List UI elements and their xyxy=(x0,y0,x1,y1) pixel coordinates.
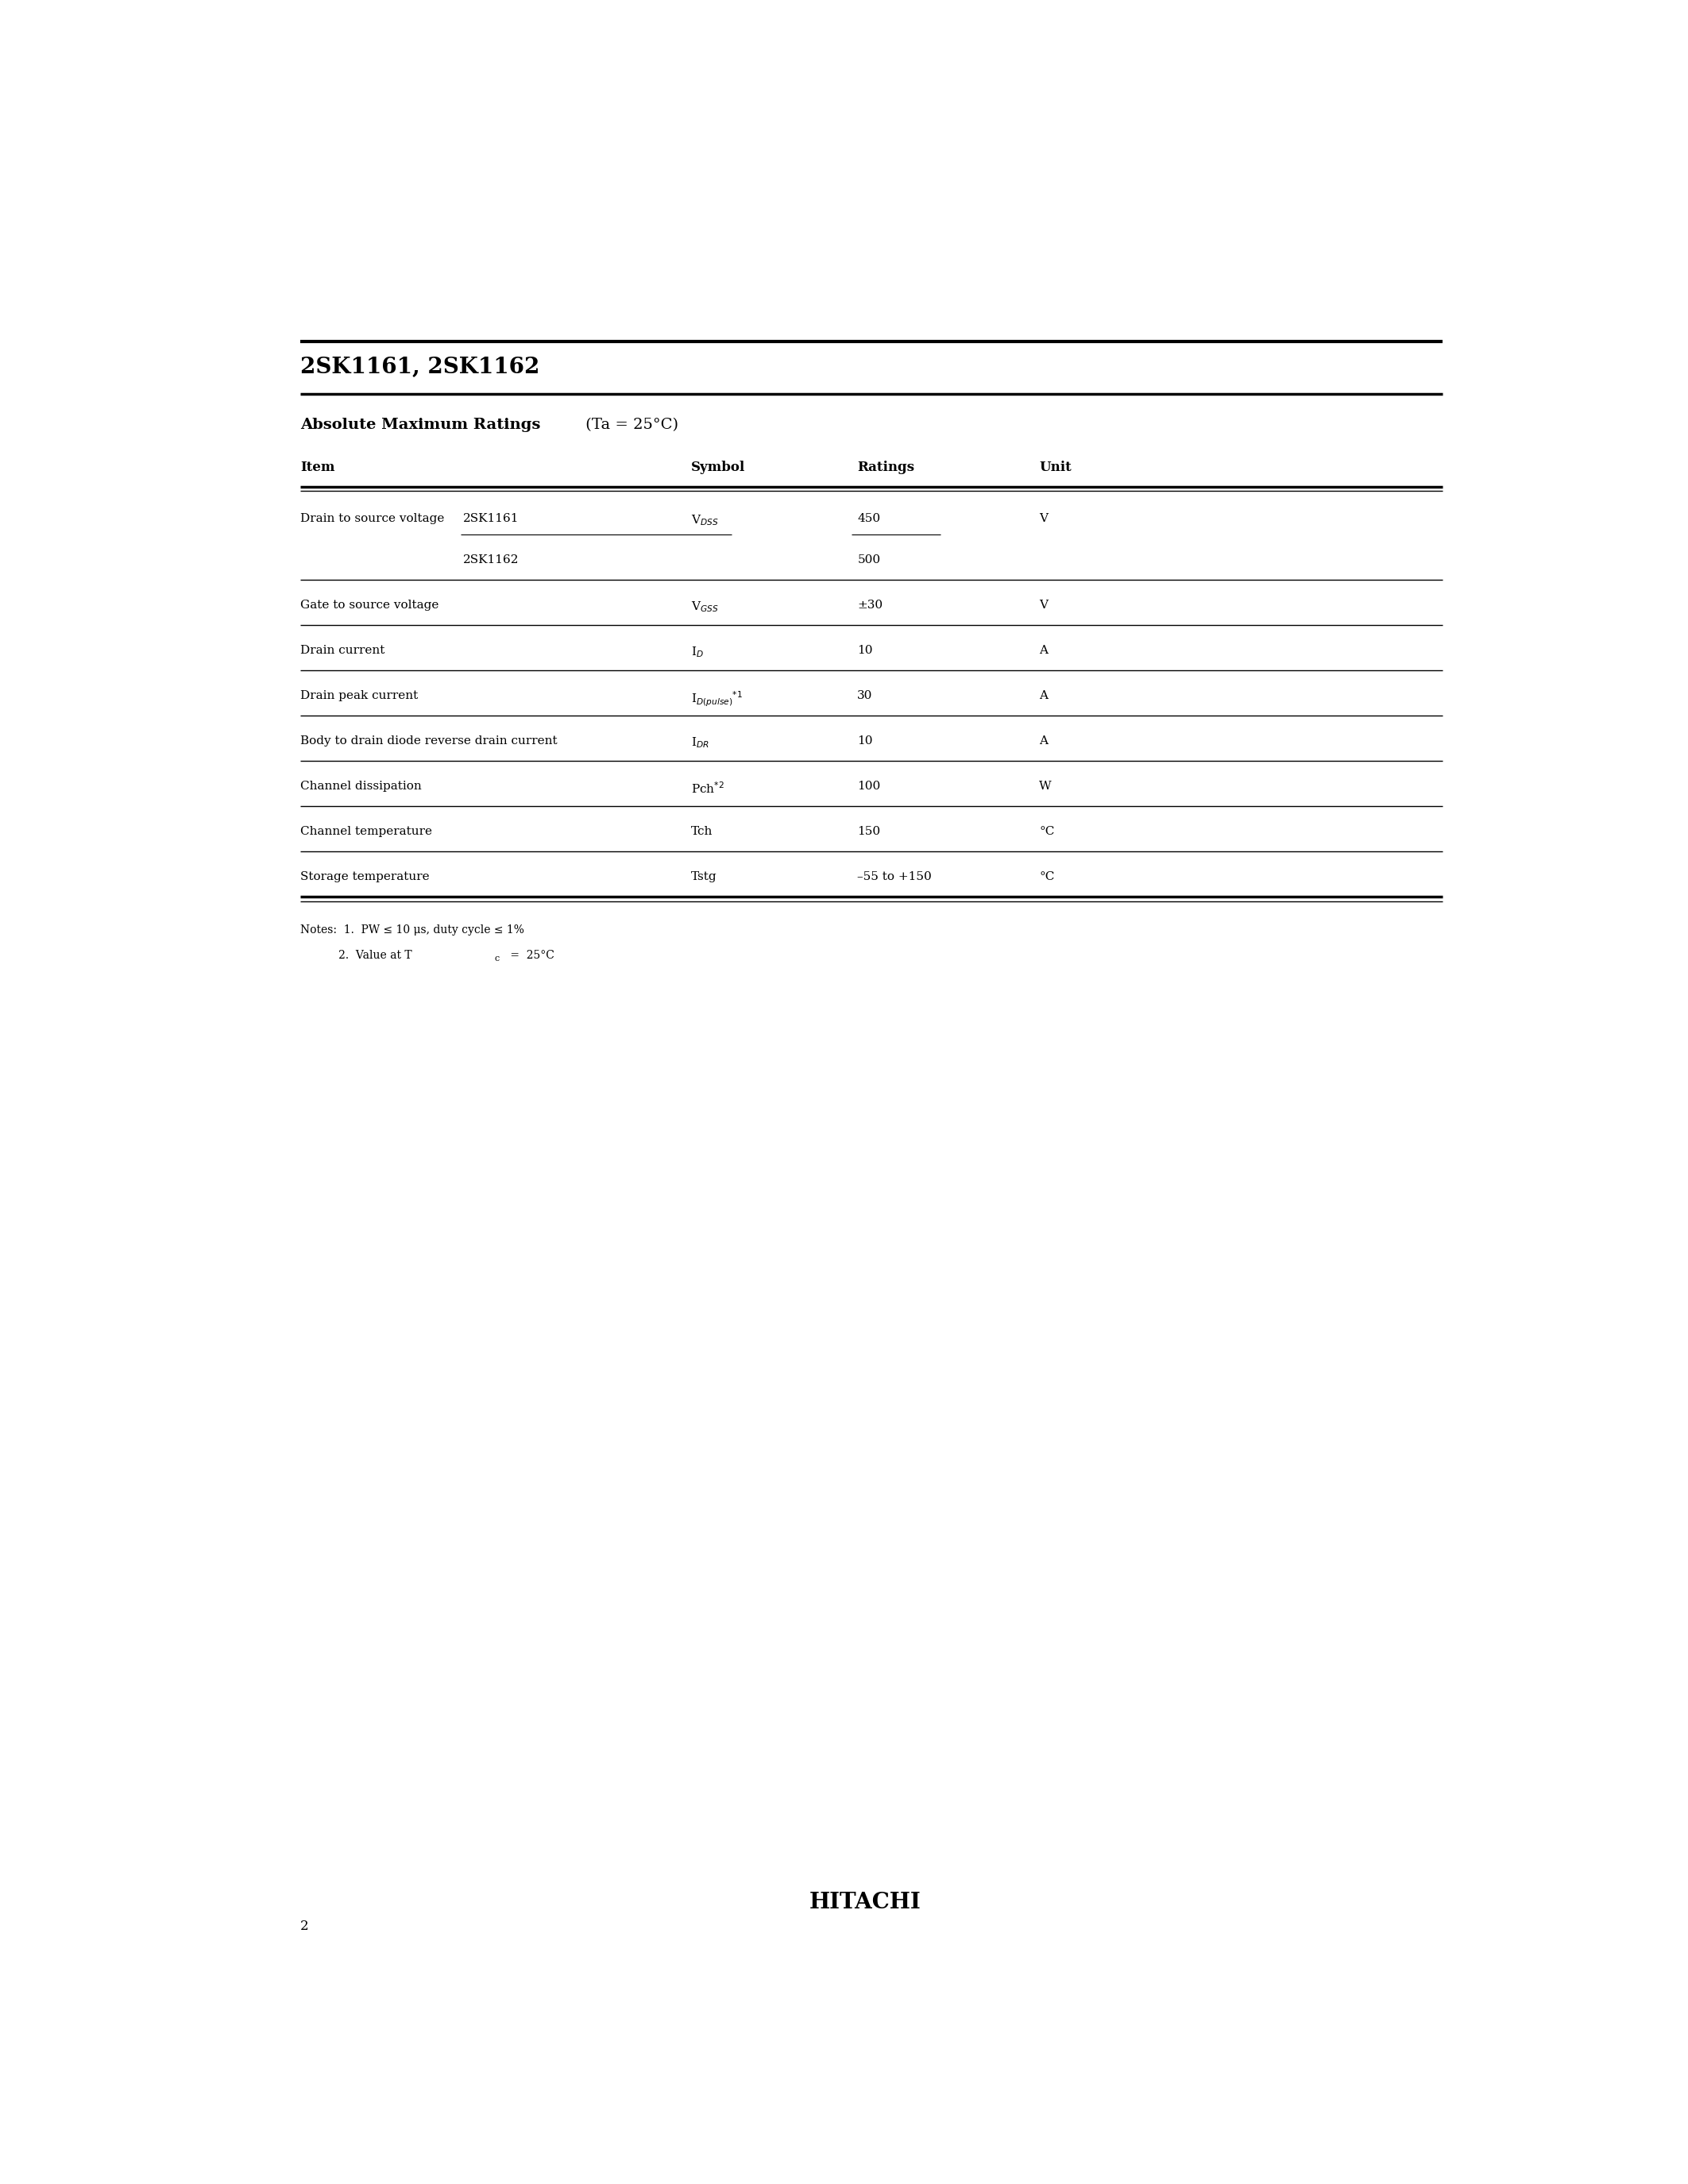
Text: V: V xyxy=(1040,513,1048,524)
Text: A: A xyxy=(1040,736,1048,747)
Text: Channel temperature: Channel temperature xyxy=(300,826,432,836)
Text: 2SK1161, 2SK1162: 2SK1161, 2SK1162 xyxy=(300,356,540,378)
Text: =  25°C: = 25°C xyxy=(506,950,555,961)
Text: Body to drain diode reverse drain current: Body to drain diode reverse drain curren… xyxy=(300,736,557,747)
Text: V$_{DSS}$: V$_{DSS}$ xyxy=(690,513,719,529)
Text: A: A xyxy=(1040,644,1048,655)
Text: Drain peak current: Drain peak current xyxy=(300,690,419,701)
Text: Gate to source voltage: Gate to source voltage xyxy=(300,601,439,612)
Text: W: W xyxy=(1040,780,1052,793)
Text: 2.  Value at T: 2. Value at T xyxy=(300,950,412,961)
Text: Item: Item xyxy=(300,461,334,474)
Text: 2SK1161: 2SK1161 xyxy=(464,513,520,524)
Text: V$_{GSS}$: V$_{GSS}$ xyxy=(690,601,719,614)
Text: 500: 500 xyxy=(858,555,881,566)
Text: I$_{D}$: I$_{D}$ xyxy=(690,644,704,660)
Text: 10: 10 xyxy=(858,644,873,655)
Text: –55 to +150: –55 to +150 xyxy=(858,871,932,882)
Text: Symbol: Symbol xyxy=(690,461,746,474)
Text: Tch: Tch xyxy=(690,826,712,836)
Text: 2SK1162: 2SK1162 xyxy=(464,555,520,566)
Text: A: A xyxy=(1040,690,1048,701)
Text: 150: 150 xyxy=(858,826,881,836)
Text: 10: 10 xyxy=(858,736,873,747)
Text: Channel dissipation: Channel dissipation xyxy=(300,780,422,793)
Text: V: V xyxy=(1040,601,1048,612)
Text: Notes:  1.  PW ≤ 10 μs, duty cycle ≤ 1%: Notes: 1. PW ≤ 10 μs, duty cycle ≤ 1% xyxy=(300,924,525,935)
Text: I$_{DR}$: I$_{DR}$ xyxy=(690,736,709,749)
Text: (Ta = 25°C): (Ta = 25°C) xyxy=(581,417,679,432)
Text: 2: 2 xyxy=(300,1920,309,1933)
Text: Tstg: Tstg xyxy=(690,871,717,882)
Text: Drain to source voltage: Drain to source voltage xyxy=(300,513,444,524)
Text: Pch$^{*2}$: Pch$^{*2}$ xyxy=(690,780,724,795)
Text: Drain current: Drain current xyxy=(300,644,385,655)
Text: ±30: ±30 xyxy=(858,601,883,612)
Text: Storage temperature: Storage temperature xyxy=(300,871,429,882)
Text: °C: °C xyxy=(1040,871,1055,882)
Text: Unit: Unit xyxy=(1040,461,1072,474)
Text: Ratings: Ratings xyxy=(858,461,915,474)
Text: 450: 450 xyxy=(858,513,881,524)
Text: I$_{D(pulse)}$$^{*1}$: I$_{D(pulse)}$$^{*1}$ xyxy=(690,690,743,708)
Text: °C: °C xyxy=(1040,826,1055,836)
Text: 100: 100 xyxy=(858,780,881,793)
Text: 30: 30 xyxy=(858,690,873,701)
Text: HITACHI: HITACHI xyxy=(809,1891,922,1913)
Text: c: c xyxy=(495,954,500,963)
Text: Absolute Maximum Ratings: Absolute Maximum Ratings xyxy=(300,417,540,432)
